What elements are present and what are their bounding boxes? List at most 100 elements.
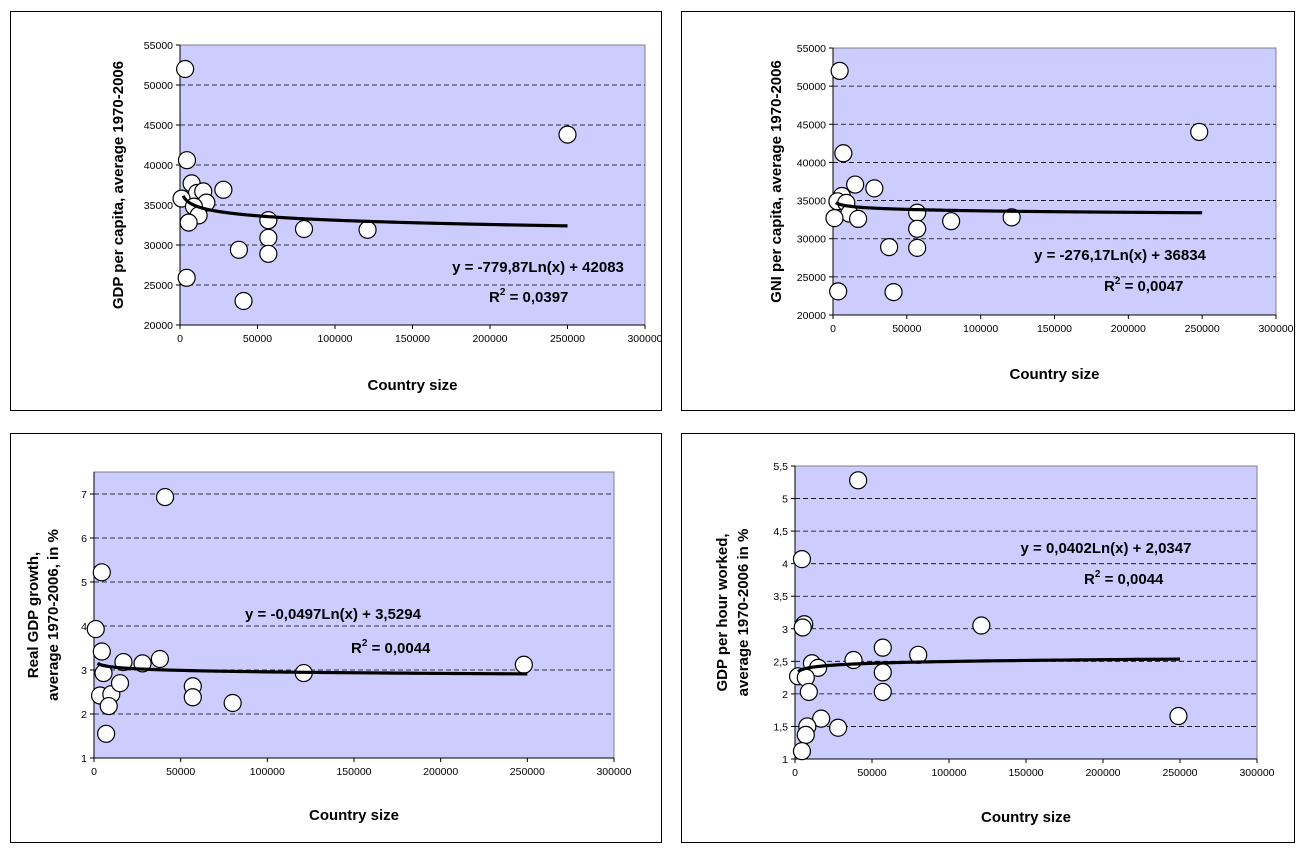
data-point	[183, 688, 202, 707]
x-axis-label: Country size	[981, 809, 1071, 826]
y-tick-label: 1	[782, 754, 788, 766]
y-tick-label: 40000	[797, 157, 826, 169]
data-point	[972, 616, 991, 635]
data-point	[908, 219, 927, 238]
y-tick-label: 1	[81, 753, 87, 765]
x-axis-label: Country size	[309, 807, 399, 824]
y-tick-label: 20000	[797, 310, 826, 322]
data-point	[825, 209, 844, 228]
data-point	[514, 655, 533, 674]
data-point	[177, 151, 197, 170]
y-tick-label: 5,5	[773, 461, 788, 473]
y-tick-label: 2	[81, 709, 87, 721]
y-tick-label: 45000	[144, 120, 173, 132]
trendline-equation: y = -276,17Ln(x) + 36834	[1034, 247, 1206, 264]
data-point	[259, 244, 278, 263]
y-tick-label: 2,5	[773, 656, 788, 668]
chart-panel-gdp-per-capita: 20000 25000 30000 35000 40000 45000 50000 55000…	[10, 11, 662, 411]
trendline	[96, 661, 528, 676]
y-axis-label: GDP per capita, average 1970-2006	[110, 61, 127, 309]
x-tick-label: 100000	[931, 767, 966, 779]
trendline	[181, 195, 568, 228]
r-squared-label: R2 = 0,0047	[1104, 276, 1183, 295]
chart-real-gdp-growth: 1 2 3 4 5 6 7 0 50000 100000 150000 200000 250000 300…	[25, 471, 632, 824]
data-point	[99, 696, 118, 716]
data-point	[849, 471, 868, 490]
data-point	[846, 175, 865, 194]
x-tick-label: 100000	[963, 323, 998, 335]
data-point	[1190, 122, 1209, 142]
x-tick-label: 0	[830, 323, 836, 335]
x-tick-label: 150000	[336, 766, 371, 778]
y-tick-label: 2	[782, 689, 788, 701]
y-tick-label: 1,5	[773, 721, 788, 733]
x-axis-label: Country size	[1009, 366, 1099, 383]
data-point	[150, 649, 169, 669]
x-tick-label: 200000	[1085, 767, 1120, 779]
data-point	[176, 59, 195, 79]
x-tick-label: 50000	[166, 766, 195, 778]
x-tick-label: 150000	[1037, 323, 1072, 335]
chart-panel-gni-per-capita: 20000 25000 30000 35000 40000 45000 50000 55000…	[681, 11, 1295, 411]
y-tick-label: 30000	[797, 234, 826, 246]
y-axis-label: GNI per capita, average 1970-2006	[768, 60, 785, 303]
x-tick-label: 250000	[1185, 323, 1220, 335]
x-tick-label: 50000	[892, 323, 921, 335]
data-point	[1169, 706, 1188, 726]
y-tick-label: 50000	[797, 81, 826, 93]
plot-area	[832, 47, 1277, 316]
x-tick-label: 250000	[1162, 767, 1197, 779]
plot-area	[179, 44, 646, 326]
y-tick-label: 55000	[797, 43, 826, 55]
data-point	[92, 642, 111, 661]
data-point	[558, 125, 577, 144]
y-tick-label: 3	[782, 624, 788, 636]
y-axis-label-line2: average 1970-2006, in %	[45, 529, 62, 701]
x-tick-label: 0	[177, 333, 183, 345]
data-point	[873, 638, 892, 657]
y-tick-label: 45000	[797, 119, 826, 131]
x-tick-label: 200000	[472, 333, 507, 345]
y-tick-label: 6	[81, 533, 87, 545]
data-point	[873, 663, 892, 682]
data-point	[259, 228, 278, 247]
y-tick-label: 40000	[144, 160, 173, 172]
trendline	[797, 657, 1181, 673]
data-point	[294, 219, 314, 239]
data-point	[110, 674, 130, 693]
y-tick-label: 5	[81, 577, 87, 589]
data-point	[830, 61, 849, 80]
x-tick-label: 200000	[1111, 323, 1146, 335]
x-tick-label: 100000	[250, 766, 285, 778]
y-tick-label: 5	[782, 494, 788, 506]
x-tick-label: 150000	[395, 333, 430, 345]
r-squared-label: R2 = 0,0044	[351, 638, 431, 657]
x-tick-label: 100000	[317, 333, 352, 345]
chart-gdp-per-hour: 1 1,5 2 2,5 3 3,5 4 4,5 5 5,5 0 50000 100000 150000 20…	[714, 461, 1275, 826]
data-point	[796, 725, 815, 745]
y-axis-label: Real GDP growth,	[25, 552, 42, 678]
y-tick-label: 30000	[144, 240, 173, 252]
y-tick-label: 4,5	[773, 526, 788, 538]
x-tick-label: 50000	[243, 333, 272, 345]
data-point	[908, 203, 927, 222]
x-tick-label: 150000	[1008, 767, 1043, 779]
x-axis-label: Country size	[367, 377, 457, 394]
x-tick-label: 300000	[627, 333, 661, 345]
data-point	[834, 144, 853, 163]
data-point	[908, 238, 927, 257]
y-tick-label: 35000	[797, 196, 826, 208]
y-tick-label: 4	[81, 621, 87, 633]
trendline-equation: y = -779,87Ln(x) + 42083	[452, 259, 624, 276]
data-point	[155, 487, 175, 507]
x-tick-label: 250000	[550, 333, 585, 345]
data-point	[942, 212, 961, 231]
y-axis-label: GDP per hour worked,	[714, 533, 731, 691]
y-tick-label: 20000	[144, 320, 173, 332]
data-point	[1002, 208, 1021, 227]
x-tick-label: 300000	[1258, 323, 1293, 335]
trendline	[834, 201, 1203, 215]
data-point	[812, 709, 831, 728]
x-tick-label: 300000	[1239, 767, 1274, 779]
chart-panel-gdp-per-hour: 1 1,5 2 2,5 3 3,5 4 4,5 5 5,5 0 50000 100000 150000 20…	[681, 433, 1295, 843]
